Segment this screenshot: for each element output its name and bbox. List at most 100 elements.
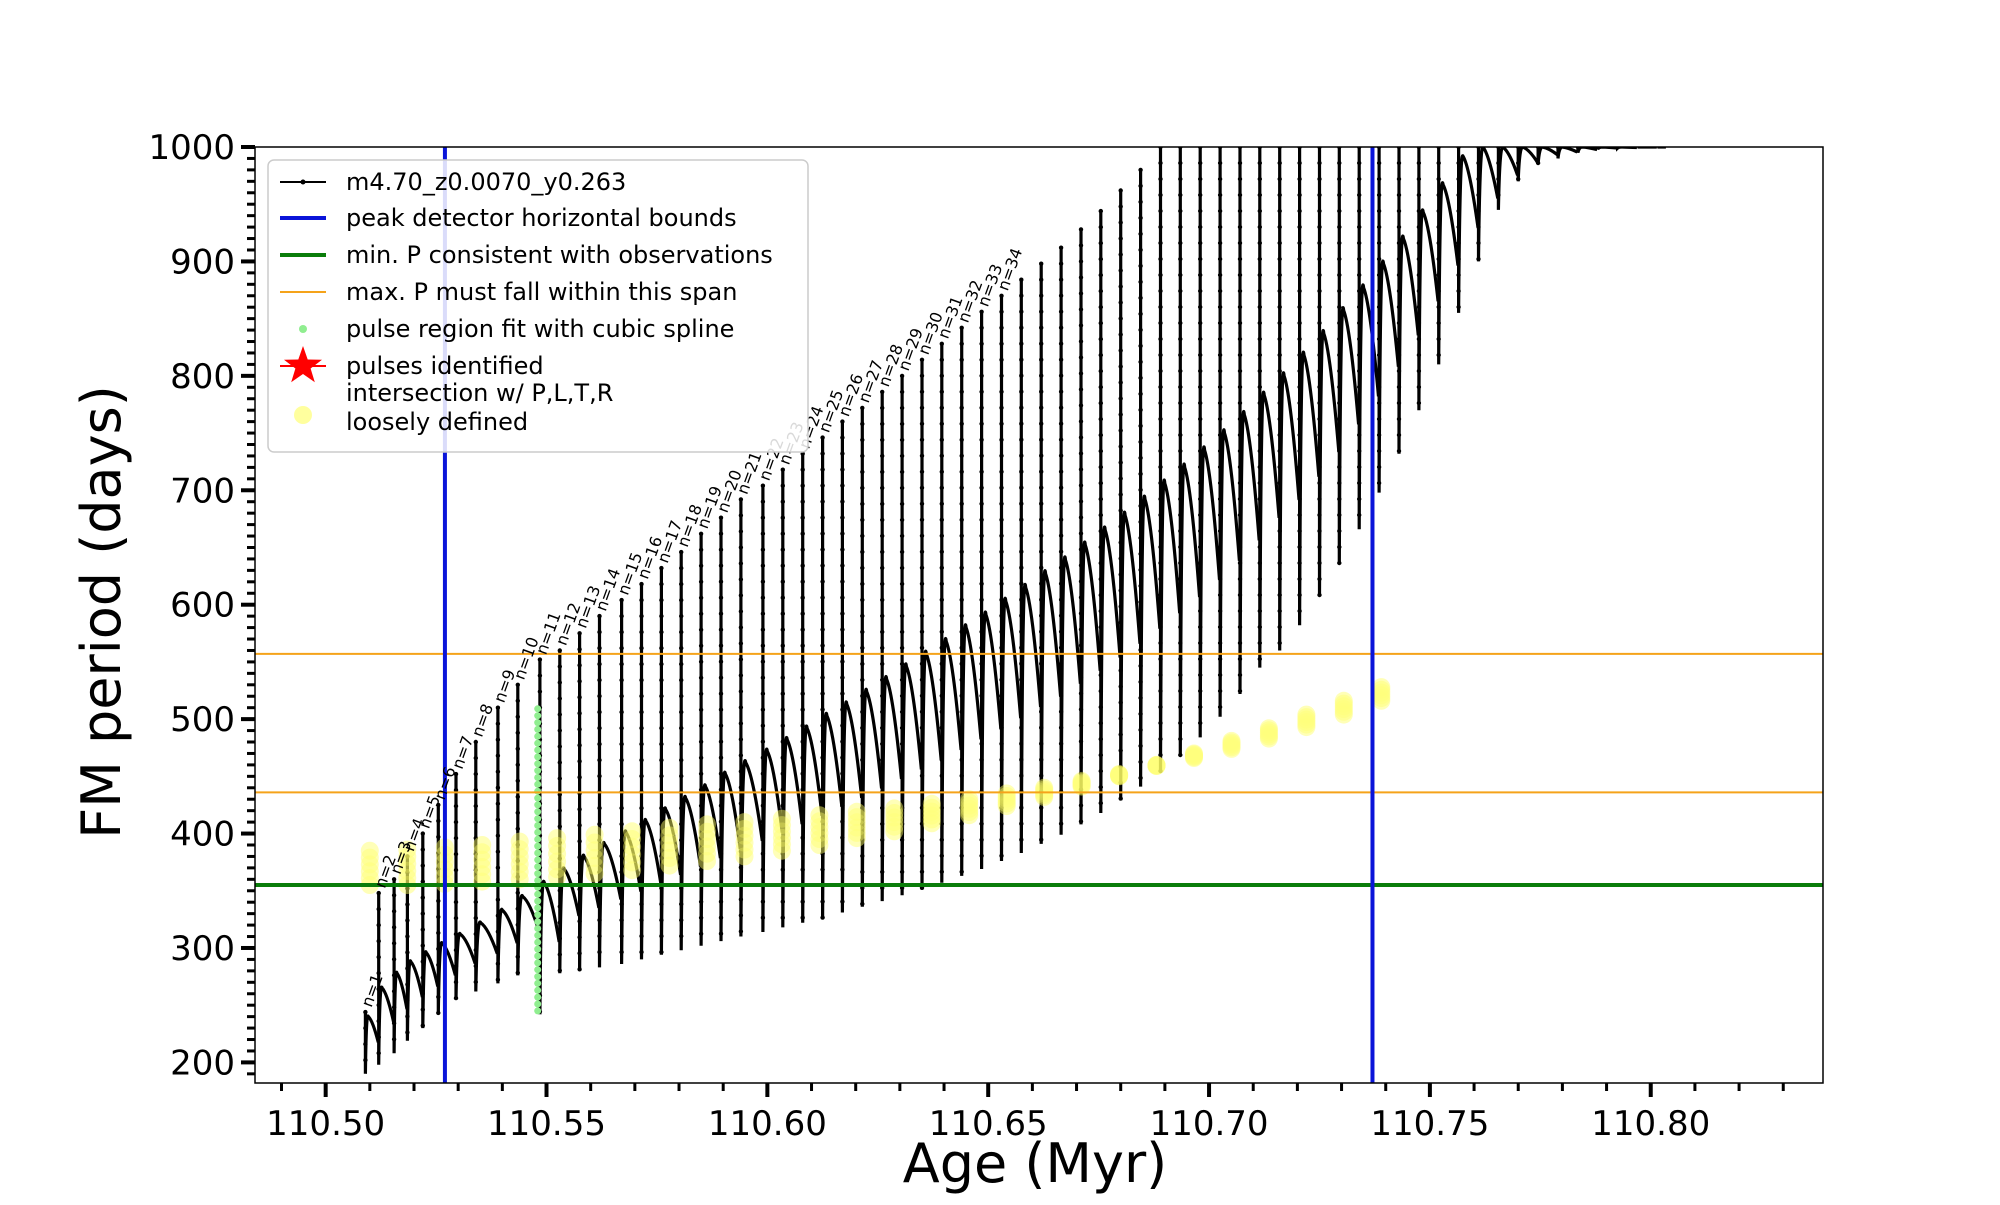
- series-marker: [1178, 736, 1183, 742]
- series-marker: [391, 973, 397, 978]
- series-marker: [1237, 672, 1243, 678]
- series-marker: [1138, 423, 1143, 429]
- series-marker: [939, 773, 944, 778]
- series-marker: [1376, 448, 1382, 454]
- spline-point: [534, 767, 542, 775]
- series-marker: [738, 785, 744, 790]
- series-marker: [1217, 464, 1223, 470]
- series-marker: [860, 549, 865, 555]
- series-marker: [473, 931, 478, 937]
- series-markers-19: [698, 531, 704, 936]
- series-marker: [1178, 448, 1183, 454]
- series-marker: [780, 643, 785, 648]
- legend-label: max. P must fall within this span: [346, 278, 737, 306]
- series-marker: [453, 915, 459, 921]
- series-marker: [1118, 284, 1123, 289]
- series-marker: [1416, 192, 1422, 198]
- intersection-marker: [1035, 786, 1054, 805]
- series-marker: [420, 1007, 425, 1012]
- series-pulse-38: [1079, 229, 1102, 825]
- series-marker: [860, 821, 865, 827]
- series-marker: [939, 485, 944, 490]
- series-marker: [1039, 453, 1044, 458]
- legend-label: intersection w/ P,L,T,R: [346, 379, 613, 407]
- series-marker: [760, 499, 766, 504]
- series-marker: [1158, 576, 1163, 582]
- intersection-marker: [1185, 746, 1203, 765]
- series-marker: [718, 515, 724, 520]
- series-marker: [619, 709, 624, 715]
- series-marker: [1019, 341, 1024, 346]
- series-marker: [1118, 796, 1123, 801]
- series-marker: [979, 693, 984, 698]
- intersection-marker: [922, 802, 941, 821]
- series-marker: [840, 515, 845, 520]
- series-marker: [698, 819, 704, 824]
- series-marker: [1078, 435, 1084, 440]
- series-marker: [738, 753, 744, 758]
- series-marker: [1098, 672, 1104, 678]
- series-marker: [760, 771, 766, 776]
- series-marker: [1257, 608, 1263, 614]
- series-marker: [860, 501, 865, 507]
- series-marker: [1019, 437, 1024, 442]
- series-marker: [780, 819, 785, 824]
- series-marker: [1317, 208, 1322, 214]
- series-marker: [820, 627, 825, 632]
- series-marker: [979, 549, 984, 554]
- series-marker: [979, 661, 984, 666]
- series-marker: [1237, 480, 1243, 486]
- series-marker: [820, 563, 825, 568]
- series-marker: [1118, 316, 1123, 321]
- series-marker: [1456, 240, 1461, 246]
- series-marker: [577, 855, 582, 860]
- series-marker: [1158, 336, 1163, 342]
- series-marker: [1098, 576, 1104, 582]
- series-marker: [473, 915, 478, 921]
- series-marker: [880, 629, 885, 635]
- intersection-marker: [360, 855, 379, 874]
- intersection-marker: [772, 835, 791, 854]
- series-marker: [597, 805, 602, 811]
- series-marker: [1277, 416, 1282, 422]
- intersection-marker: [660, 818, 679, 837]
- series-marker: [979, 805, 984, 810]
- spline-point: [534, 890, 542, 898]
- series-marker: [577, 647, 582, 652]
- intersection-marker: [510, 862, 529, 881]
- series-markers-4: [405, 854, 410, 1035]
- series-marker: [1217, 656, 1223, 662]
- series-marker: [738, 737, 744, 742]
- series-marker: [919, 357, 925, 362]
- series-marker: [1257, 592, 1263, 598]
- legend-label: min. P consistent with observations: [346, 241, 773, 269]
- series-marker: [1118, 764, 1123, 769]
- x-tick-label: 110.65: [929, 1104, 1048, 1144]
- series-marker: [420, 911, 425, 916]
- series-marker: [899, 645, 905, 651]
- series-marker: [1317, 384, 1322, 390]
- series-marker: [760, 739, 766, 744]
- series-marker: [1138, 471, 1143, 477]
- series-marker: [860, 581, 865, 587]
- series-marker: [919, 869, 925, 874]
- series-marker: [1058, 629, 1064, 634]
- series-marker: [840, 563, 845, 568]
- series-marker: [1138, 551, 1143, 557]
- series-marker: [1217, 480, 1223, 486]
- series-marker: [679, 597, 684, 603]
- series-marker: [557, 840, 562, 845]
- series-marker: [1058, 453, 1064, 458]
- series-marker: [639, 581, 644, 587]
- series-marker: [1039, 773, 1044, 778]
- series-marker: [999, 405, 1004, 410]
- series-markers-5: [420, 831, 425, 1028]
- series-marker: [1178, 704, 1183, 710]
- spline-point: [534, 1007, 542, 1015]
- series-marker: [537, 657, 543, 662]
- series-marker: [1357, 496, 1362, 502]
- series-marker: [1337, 240, 1342, 246]
- series-marker: [1357, 160, 1362, 166]
- spline-point: [534, 753, 542, 761]
- series-marker: [959, 485, 964, 490]
